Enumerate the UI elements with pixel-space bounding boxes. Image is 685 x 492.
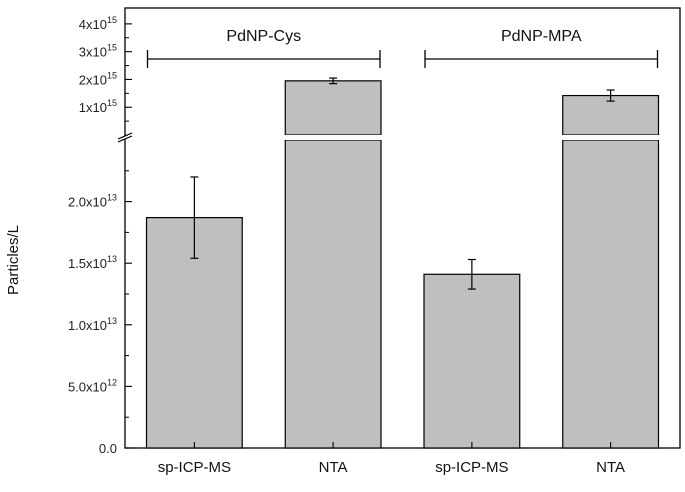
y-tick-label: 1.5x1013 (68, 254, 117, 271)
bar-break-gap (284, 135, 382, 140)
bar-upper-segment (284, 80, 382, 136)
axis-break-mark (117, 135, 133, 143)
x-tick-label: NTA (319, 459, 348, 476)
bar (423, 273, 521, 449)
plot-area: 0.0 5.0x1012 1.0x1013 1.5x1013 2.0x1013 1x101… (68, 7, 681, 476)
x-tick-label: sp-ICP-MS (435, 459, 508, 476)
x-tick-label: sp-ICP-MS (158, 459, 231, 476)
plot-frame (124, 7, 681, 449)
bar-upper-segment (562, 94, 660, 136)
x-tick-label: NTA (596, 459, 625, 476)
y-tick-label: 5.0x1012 (68, 377, 117, 394)
y-tick-label: 2.0x1013 (68, 193, 117, 210)
y-axis-title: Particles/L (5, 225, 22, 295)
y-tick-label: 1.0x1013 (68, 316, 117, 333)
y-tick-label: 0.0 (99, 441, 117, 456)
bar-break-gap (561, 135, 660, 140)
axis-break-mark (117, 132, 133, 140)
y-tick-label: 2x1015 (79, 70, 117, 87)
y-tick-label: 3x1015 (79, 43, 117, 60)
y-tick-label: 4x1015 (79, 15, 117, 32)
axis-break-gap (119, 136, 131, 139)
bar-lower-segment (284, 139, 382, 449)
group-label: PdNP-MPA (501, 28, 582, 45)
y-tick-label: 1x1015 (79, 98, 117, 115)
group-label: PdNP-Cys (226, 28, 301, 45)
bar-lower-segment (562, 139, 660, 449)
